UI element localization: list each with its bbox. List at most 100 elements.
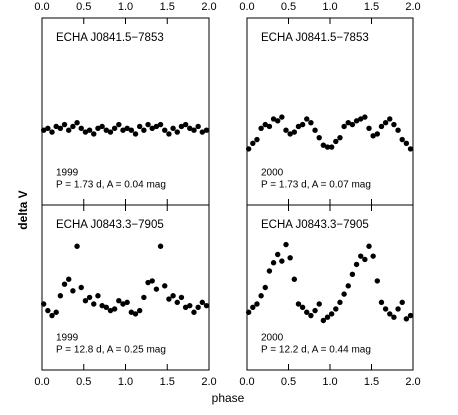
x-tick-label: 1.5 xyxy=(160,376,175,388)
data-point xyxy=(366,243,372,249)
x-tick-label: 0.5 xyxy=(76,376,91,388)
data-point xyxy=(387,116,393,122)
data-point xyxy=(362,114,368,120)
data-point xyxy=(362,256,368,263)
data-point xyxy=(99,302,105,309)
star-name: ECHA J0841.5−7853 xyxy=(261,32,369,44)
data-point xyxy=(91,131,97,137)
data-point xyxy=(107,129,114,135)
epoch: 2000 xyxy=(261,168,284,179)
data-point xyxy=(366,125,372,132)
parameters: P = 1.73 d, A = 0.04 mag xyxy=(56,180,166,191)
data-point xyxy=(345,283,351,289)
data-point xyxy=(132,311,139,317)
x-tick-label: 0.0 xyxy=(239,376,254,388)
data-point xyxy=(174,129,180,135)
data-point xyxy=(145,279,151,286)
data-point xyxy=(291,276,298,282)
data-point xyxy=(170,293,176,299)
data-point xyxy=(270,116,277,122)
data-point xyxy=(178,294,185,301)
data-point xyxy=(82,298,89,304)
x-axis-label: phase xyxy=(212,391,245,405)
data-point xyxy=(295,301,302,307)
data-point xyxy=(99,123,105,130)
data-point xyxy=(74,120,80,126)
data-point xyxy=(45,307,51,314)
data-point xyxy=(270,260,277,266)
data-point xyxy=(304,309,310,315)
data-point xyxy=(116,121,122,128)
data-point xyxy=(195,123,201,130)
data-point xyxy=(91,301,97,307)
data-point xyxy=(283,241,289,248)
data-point xyxy=(49,312,55,319)
x-tick-label: 1.0 xyxy=(118,376,133,388)
data-point xyxy=(382,306,389,312)
data-point xyxy=(120,127,126,133)
data-point xyxy=(128,309,135,315)
data-point xyxy=(187,302,193,309)
data-point xyxy=(120,301,126,307)
data-point xyxy=(374,278,381,284)
data-point xyxy=(378,299,385,306)
data-point xyxy=(370,253,376,259)
data-point xyxy=(353,118,360,124)
data-point xyxy=(203,127,210,133)
x-tick-label: 0.0 xyxy=(34,1,49,13)
data-point xyxy=(57,293,64,299)
data-point xyxy=(320,317,327,324)
data-point xyxy=(111,125,118,132)
parameters: P = 1.73 d, A = 0.07 mag xyxy=(261,180,371,191)
data-point xyxy=(358,116,364,122)
x-tick-label: 1.0 xyxy=(118,1,133,13)
data-point xyxy=(124,299,130,306)
data-point xyxy=(349,271,356,277)
data-point xyxy=(149,278,155,284)
data-point xyxy=(299,121,306,128)
data-point xyxy=(182,121,189,128)
data-point xyxy=(387,311,393,317)
data-point xyxy=(145,121,151,128)
x-tick-label: 1.5 xyxy=(364,376,379,388)
data-point xyxy=(304,116,310,122)
data-point xyxy=(262,121,268,128)
data-point xyxy=(153,123,160,130)
data-point xyxy=(70,123,76,130)
data-point xyxy=(174,299,180,306)
data-point xyxy=(370,133,376,139)
data-point xyxy=(353,261,360,268)
data-point xyxy=(66,276,72,282)
data-point xyxy=(407,312,414,319)
data-point xyxy=(40,301,47,307)
data-point xyxy=(337,134,343,141)
data-point xyxy=(57,125,64,132)
data-point xyxy=(141,294,147,301)
data-point xyxy=(275,118,281,124)
data-point xyxy=(49,129,55,135)
parameters: P = 12.8 d, A = 0.25 mag xyxy=(56,345,166,356)
data-point xyxy=(266,123,273,130)
data-point xyxy=(166,296,172,302)
data-point xyxy=(316,134,322,141)
data-point xyxy=(61,121,68,128)
data-point xyxy=(308,120,314,126)
x-tick-label: 0.0 xyxy=(239,1,254,13)
data-point xyxy=(103,127,109,133)
y-axis-label: delta V xyxy=(16,190,30,229)
data-point xyxy=(328,144,335,150)
data-point xyxy=(45,125,51,132)
data-point xyxy=(95,293,101,299)
data-point xyxy=(333,306,339,312)
data-point xyxy=(111,306,118,312)
data-point xyxy=(316,301,322,307)
data-point xyxy=(245,146,252,152)
data-point xyxy=(275,251,281,258)
data-point xyxy=(53,309,59,315)
data-point xyxy=(258,125,264,132)
x-tick-label: 2.0 xyxy=(201,1,216,13)
data-point xyxy=(341,123,347,130)
data-point xyxy=(116,298,122,304)
data-point xyxy=(124,125,130,132)
data-point xyxy=(187,125,193,132)
